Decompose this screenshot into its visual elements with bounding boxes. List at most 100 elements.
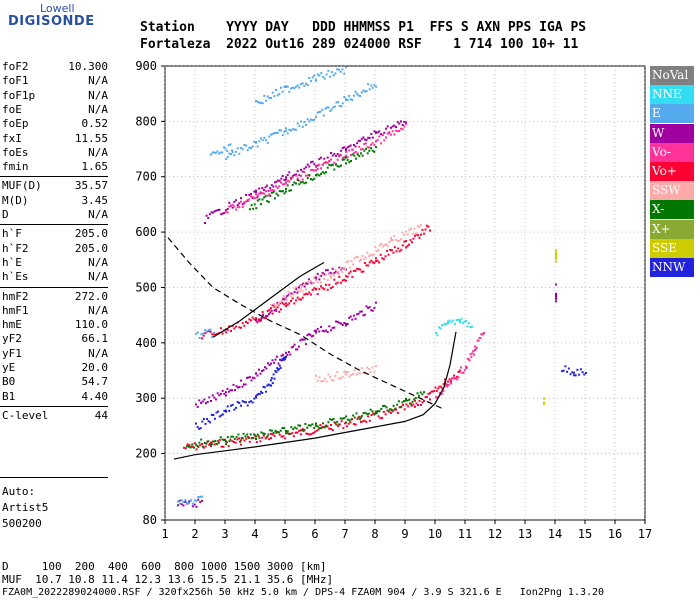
echo-point [253,397,256,400]
echo-point [285,182,287,185]
echo-point [200,333,203,336]
param-value: N/A [88,74,108,88]
echo-point [348,95,351,97]
echo-point [210,445,212,447]
echo-point [248,193,251,196]
echo-point [325,269,327,272]
echo-point [270,303,272,306]
echo-point [277,369,280,372]
echo-point [255,435,257,438]
echo-point [555,294,557,297]
echo-point [427,392,430,395]
legend-item: W [650,123,694,143]
echo-point [266,310,269,312]
echo-point [326,288,329,291]
echo-point [271,359,274,362]
echo-point [450,382,452,385]
echo-point [328,283,331,286]
echo-point [290,177,292,180]
echo-point [418,399,421,402]
echo-point [367,415,370,418]
param-row: foF1 N/A [2,74,108,88]
echo-point [360,270,363,273]
echo-point [235,385,238,388]
echo-point [395,126,397,128]
echo-point [301,290,304,293]
echo-point [314,430,317,433]
echo-point [253,377,256,380]
echo-point [346,156,349,159]
echo-point [367,83,370,86]
param-row: C-level 44 [2,409,108,423]
echo-point [361,254,364,257]
echo-point [262,369,265,372]
echo-point [201,499,203,502]
echo-point [243,324,246,327]
echo-point [326,166,329,169]
echo-point [386,132,389,135]
param-value: 205.0 [74,227,108,241]
echo-point [355,373,358,376]
echo-point [270,432,272,435]
echo-point [188,444,191,447]
echo-point [318,330,321,333]
echo-point [362,314,365,317]
echo-point [453,376,456,379]
echo-point [421,228,424,231]
echo-point [330,272,332,275]
echo-point [303,283,306,286]
echo-point [236,147,239,150]
param-row: foEs N/A [2,146,108,160]
echo-point [202,334,205,337]
echo-point [340,164,342,167]
echo-point [283,427,286,430]
echo-point [205,214,208,217]
echo-point [286,174,289,177]
echo-point [323,288,326,291]
echo-point [255,193,257,196]
echo-point [306,293,309,296]
echo-point [363,313,366,316]
echo-point [212,414,215,416]
echo-point [361,420,364,423]
echo-point [373,130,376,133]
echo-point [301,170,304,173]
echo-point [345,154,347,157]
echo-point [286,179,289,182]
echo-point [271,91,274,94]
echo-point [339,377,342,380]
echo-point [214,439,217,442]
echo-point [396,130,399,133]
echo-point [393,133,396,136]
echo-point [345,150,347,153]
echo-point [282,297,285,300]
echo-point [211,394,214,397]
echo-point [273,302,276,305]
echo-point [435,389,438,392]
echo-point [300,181,302,184]
param-row: h`E N/A [2,256,108,270]
echo-point [333,152,336,155]
echo-point [418,394,421,397]
echo-point [316,111,319,114]
param-value: N/A [88,102,108,116]
echo-point [386,245,389,248]
echo-point [211,333,214,336]
echo-point [357,139,360,142]
echo-point [293,287,296,290]
echo-point [272,191,275,194]
echo-point [451,376,454,379]
echo-point [306,118,309,121]
echo-point [281,175,284,177]
echo-point [294,431,297,434]
echo-point [295,173,297,176]
echo-point [251,316,254,319]
param-row: B0 54.7 [2,375,108,389]
echo-point [330,427,332,430]
echo-point [348,149,351,152]
echo-point [345,373,347,376]
echo-point [349,144,352,147]
x-tick-label: 9 [401,527,408,541]
echo-point [345,162,347,165]
echo-point [217,410,220,413]
